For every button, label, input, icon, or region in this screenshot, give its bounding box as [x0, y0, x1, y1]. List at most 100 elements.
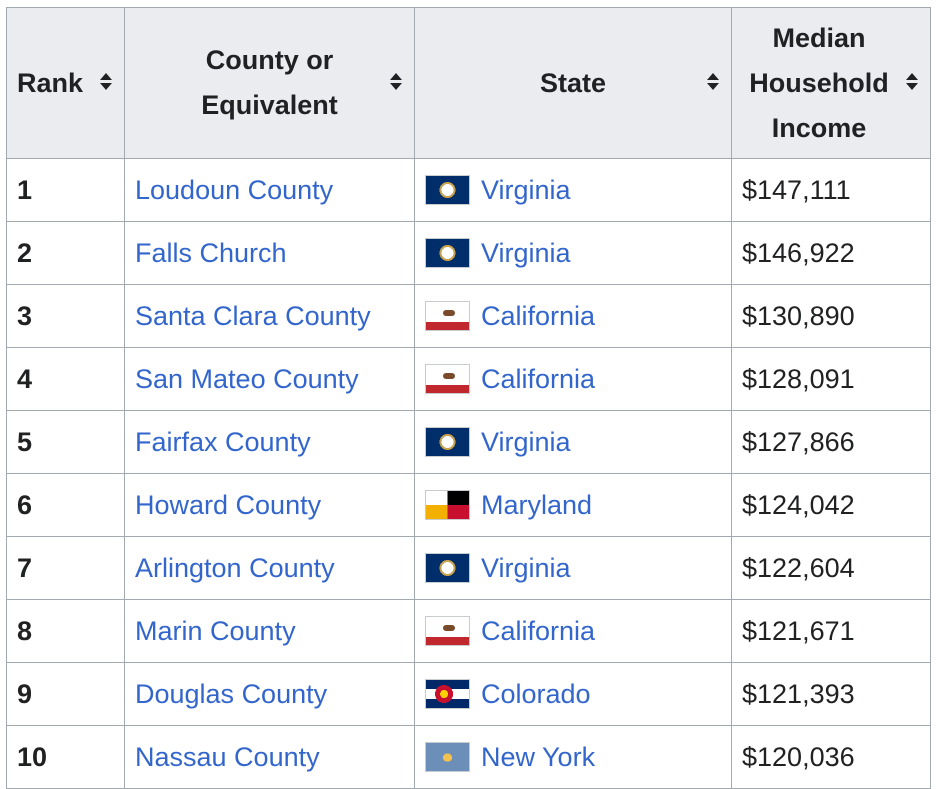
- county-link[interactable]: Falls Church: [135, 237, 287, 268]
- rank-cell: 5: [6, 410, 125, 474]
- new-york-flag-icon[interactable]: [425, 742, 470, 772]
- county-cell: Nassau County: [124, 725, 415, 789]
- rank-cell: 1: [6, 158, 125, 222]
- rank-header-label: Rank: [17, 67, 84, 98]
- county-column-header[interactable]: County or Equivalent: [124, 7, 415, 159]
- sort-icon[interactable]: [906, 73, 918, 93]
- rank-cell: 4: [6, 347, 125, 411]
- income-cell: $130,890: [731, 284, 931, 348]
- california-flag-icon[interactable]: [425, 364, 470, 394]
- income-table: Rank County or Equivalent State Median H…: [6, 7, 931, 789]
- county-link[interactable]: Nassau County: [135, 741, 320, 772]
- state-column-header[interactable]: State: [414, 7, 732, 159]
- sort-icon[interactable]: [707, 73, 719, 93]
- income-cell: $128,091: [731, 347, 931, 411]
- county-link[interactable]: Santa Clara County: [135, 300, 371, 331]
- header-row: Rank County or Equivalent State Median H…: [6, 7, 931, 159]
- state-link[interactable]: California: [481, 615, 596, 646]
- sort-icon[interactable]: [100, 73, 112, 93]
- table-row: 8 Marin County California $121,671: [6, 599, 931, 663]
- state-link[interactable]: Virginia: [481, 552, 571, 583]
- county-link[interactable]: Howard County: [135, 489, 322, 520]
- virginia-flag-icon[interactable]: [425, 427, 470, 457]
- state-link[interactable]: Maryland: [481, 489, 593, 520]
- county-header-label-line2: Equivalent: [201, 90, 338, 120]
- table-row: 9 Douglas County Colorado $121,393: [6, 662, 931, 726]
- income-cell: $121,393: [731, 662, 931, 726]
- bear-icon: [443, 373, 455, 379]
- table-row: 2 Falls Church Virginia $146,922: [6, 221, 931, 285]
- state-link[interactable]: Colorado: [481, 678, 591, 709]
- state-cell: California: [414, 284, 732, 348]
- income-cell: $127,866: [731, 410, 931, 474]
- county-cell: Loudoun County: [124, 158, 415, 222]
- county-link[interactable]: Fairfax County: [135, 426, 311, 457]
- rank-cell: 3: [6, 284, 125, 348]
- income-header-label-line3: Income: [771, 112, 867, 143]
- income-cell: $146,922: [731, 221, 931, 285]
- state-cell: Virginia: [414, 410, 732, 474]
- state-cell: Maryland: [414, 473, 732, 537]
- state-link[interactable]: Virginia: [481, 174, 571, 205]
- state-link[interactable]: New York: [481, 741, 596, 772]
- income-column-header[interactable]: Median Household Income: [731, 7, 931, 159]
- county-link[interactable]: Marin County: [135, 615, 296, 646]
- table-row: 1 Loudoun County Virginia $147,111: [6, 158, 931, 222]
- rank-cell: 8: [6, 599, 125, 663]
- state-cell: California: [414, 347, 732, 411]
- california-flag-icon[interactable]: [425, 301, 470, 331]
- virginia-flag-icon[interactable]: [425, 175, 470, 205]
- table-wrapper: Rank County or Equivalent State Median H…: [6, 7, 931, 789]
- income-cell: $124,042: [731, 473, 931, 537]
- state-cell: Colorado: [414, 662, 732, 726]
- table-row: 7 Arlington County Virginia $122,604: [6, 536, 931, 600]
- rank-column-header[interactable]: Rank: [6, 7, 125, 159]
- state-link[interactable]: California: [481, 300, 596, 331]
- county-link[interactable]: Arlington County: [135, 552, 335, 583]
- state-cell: California: [414, 599, 732, 663]
- state-header-label: State: [539, 67, 607, 98]
- income-cell: $122,604: [731, 536, 931, 600]
- rank-cell: 7: [6, 536, 125, 600]
- state-cell: Virginia: [414, 158, 732, 222]
- county-cell: Douglas County: [124, 662, 415, 726]
- table-row: 6 Howard County Maryland $124,042: [6, 473, 931, 537]
- table-row: 10 Nassau County New York $120,036: [6, 725, 931, 789]
- income-cell: $147,111: [731, 158, 931, 222]
- state-link[interactable]: Virginia: [481, 237, 571, 268]
- table-row: 5 Fairfax County Virginia $127,866: [6, 410, 931, 474]
- california-flag-icon[interactable]: [425, 616, 470, 646]
- rank-cell: 10: [6, 725, 125, 789]
- rank-cell: 6: [6, 473, 125, 537]
- table-row: 4 San Mateo County California $128,091: [6, 347, 931, 411]
- virginia-flag-icon[interactable]: [425, 553, 470, 583]
- income-cell: $121,671: [731, 599, 931, 663]
- bear-icon: [443, 625, 455, 631]
- table-row: 3 Santa Clara County California $130,890: [6, 284, 931, 348]
- state-link[interactable]: California: [481, 363, 596, 394]
- county-header-label-line1: County or: [205, 45, 334, 75]
- county-cell: Falls Church: [124, 221, 415, 285]
- state-link[interactable]: Virginia: [481, 426, 571, 457]
- virginia-flag-icon[interactable]: [425, 238, 470, 268]
- state-cell: Virginia: [414, 536, 732, 600]
- state-cell: Virginia: [414, 221, 732, 285]
- rank-cell: 9: [6, 662, 125, 726]
- county-cell: Santa Clara County: [124, 284, 415, 348]
- county-link[interactable]: Loudoun County: [135, 174, 334, 205]
- county-cell: Howard County: [124, 473, 415, 537]
- county-cell: Fairfax County: [124, 410, 415, 474]
- sort-icon[interactable]: [390, 73, 402, 93]
- bear-icon: [443, 310, 455, 316]
- county-cell: Arlington County: [124, 536, 415, 600]
- county-cell: Marin County: [124, 599, 415, 663]
- state-cell: New York: [414, 725, 732, 789]
- colorado-flag-icon[interactable]: [425, 679, 470, 709]
- rank-cell: 2: [6, 221, 125, 285]
- income-header-label-line1: Median: [772, 22, 866, 53]
- county-link[interactable]: Douglas County: [135, 678, 328, 709]
- income-header-label-line2: Household: [749, 67, 889, 98]
- maryland-flag-icon[interactable]: [425, 490, 470, 520]
- county-cell: San Mateo County: [124, 347, 415, 411]
- county-link[interactable]: San Mateo County: [135, 363, 359, 394]
